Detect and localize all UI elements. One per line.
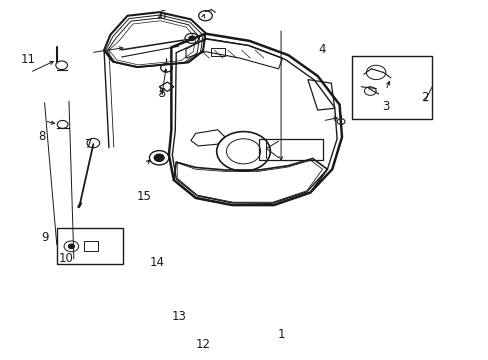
- Text: 10: 10: [59, 252, 74, 265]
- Text: 13: 13: [171, 310, 186, 323]
- Text: 9: 9: [41, 231, 48, 244]
- Text: 4: 4: [318, 42, 325, 55]
- Text: 11: 11: [21, 53, 36, 66]
- Text: 5: 5: [158, 87, 165, 100]
- Text: 15: 15: [137, 190, 152, 203]
- Circle shape: [154, 154, 163, 161]
- Text: 3: 3: [382, 100, 389, 113]
- Circle shape: [188, 36, 194, 41]
- Bar: [57, 228, 122, 264]
- Text: 2: 2: [420, 91, 428, 104]
- Circle shape: [68, 244, 74, 248]
- Text: 1: 1: [277, 328, 284, 341]
- Text: 8: 8: [39, 130, 46, 144]
- Text: 6: 6: [158, 9, 165, 22]
- Bar: [351, 56, 431, 119]
- Bar: [83, 241, 98, 251]
- Text: 7: 7: [84, 138, 92, 150]
- Text: 14: 14: [149, 256, 164, 269]
- Text: 12: 12: [195, 338, 210, 351]
